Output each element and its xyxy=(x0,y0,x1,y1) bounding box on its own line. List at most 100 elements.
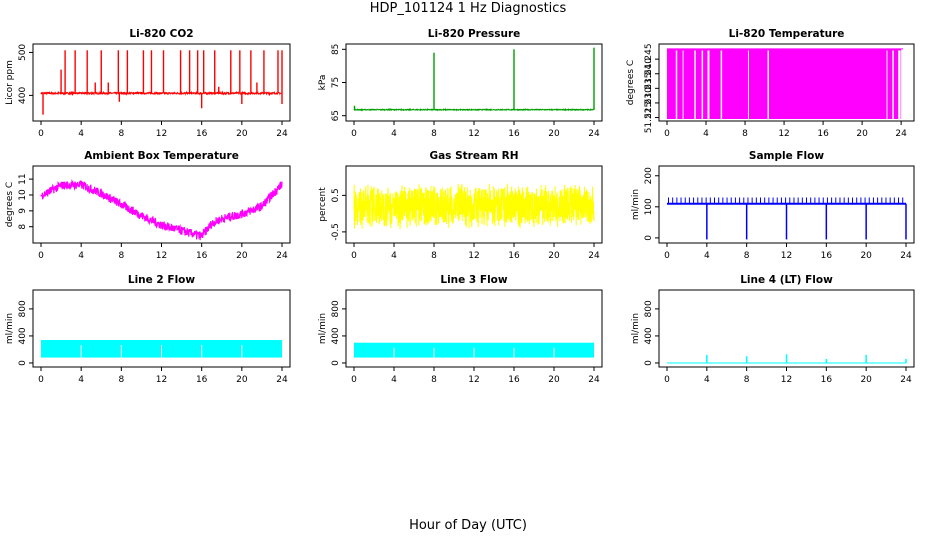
x-tick-label: 8 xyxy=(118,375,124,385)
panel-data xyxy=(41,339,282,358)
x-tick-label: 16 xyxy=(508,251,520,261)
y-tick-label: 65 xyxy=(331,110,341,121)
y-tick-label: 0.5 xyxy=(331,188,341,202)
y-axis-label: ml/min xyxy=(631,189,641,220)
panel-title: Li-820 Pressure xyxy=(428,28,521,40)
series-line xyxy=(353,107,595,112)
x-tick-label: 24 xyxy=(588,375,600,385)
x-tick-label: 4 xyxy=(704,375,710,385)
x-tick-label: 24 xyxy=(900,251,912,261)
panel-data xyxy=(353,183,595,230)
panel-title: Line 2 Flow xyxy=(128,274,195,286)
x-tick-label: 4 xyxy=(391,251,397,261)
x-tick-label: 20 xyxy=(860,375,872,385)
x-tick-label: 12 xyxy=(468,129,479,139)
temperature-gap xyxy=(701,50,704,121)
temperature-gap xyxy=(767,50,769,121)
x-tick-label: 0 xyxy=(351,375,357,385)
y-axis-label: kPa xyxy=(318,75,328,91)
series-line xyxy=(40,90,283,97)
y-tick-label: 800 xyxy=(18,300,28,317)
x-tick-label: 12 xyxy=(468,251,479,261)
panel-title: Gas Stream RH xyxy=(429,150,518,162)
x-tick-label: 20 xyxy=(860,251,872,261)
panel-data xyxy=(667,48,904,121)
x-tick-label: 4 xyxy=(703,129,709,139)
x-tick-label: 16 xyxy=(196,251,208,261)
panel-data xyxy=(353,47,595,112)
x-tick-label: 8 xyxy=(431,251,437,261)
x-tick-label: 8 xyxy=(431,129,437,139)
x-tick-label: 20 xyxy=(548,129,560,139)
panel-1: Li-820 Pressure 0 4 8 12 16 20 24 65 75 85 kPa xyxy=(318,28,603,139)
y-tick-label: 9 xyxy=(18,208,28,214)
x-tick-label: 8 xyxy=(118,129,124,139)
temperature-gap xyxy=(898,50,901,121)
x-tick-label: 4 xyxy=(391,375,397,385)
panel-title: Line 3 Flow xyxy=(440,274,507,286)
x-tick-label: 0 xyxy=(664,129,670,139)
temperature-gap xyxy=(886,50,888,121)
x-tick-label: 12 xyxy=(156,251,167,261)
x-tick-label: 24 xyxy=(900,375,912,385)
x-tick-label: 20 xyxy=(548,375,560,385)
y-tick-label: 400 xyxy=(18,87,28,104)
temperature-gap xyxy=(675,50,678,121)
x-tick-label: 8 xyxy=(744,375,750,385)
temperature-gap xyxy=(694,50,696,121)
y-tick-label: 8 xyxy=(18,224,28,230)
panel-title: Sample Flow xyxy=(749,150,824,162)
x-tick-label: 20 xyxy=(548,251,560,261)
y-tick-label: 75 xyxy=(331,77,341,88)
x-tick-label: 20 xyxy=(236,251,248,261)
x-tick-label: 0 xyxy=(38,129,44,139)
panel-data xyxy=(667,354,907,364)
y-tick-label: 400 xyxy=(331,327,341,344)
x-tick-label: 0 xyxy=(664,251,670,261)
panel-data xyxy=(667,197,907,240)
y-tick-label: 0 xyxy=(18,360,28,366)
x-tick-label: 20 xyxy=(236,129,248,139)
x-tick-label: 0 xyxy=(351,129,357,139)
x-tick-label: 24 xyxy=(276,251,288,261)
y-tick-label: 51.230 xyxy=(644,87,654,119)
panel-title: Ambient Box Temperature xyxy=(84,150,239,162)
x-tick-label: 0 xyxy=(38,251,44,261)
x-tick-label: 16 xyxy=(508,129,520,139)
x-tick-label: 24 xyxy=(276,129,288,139)
x-tick-label: 12 xyxy=(468,375,479,385)
x-tick-label: 16 xyxy=(196,129,208,139)
y-tick-label: 10 xyxy=(18,189,28,201)
figure-x-axis-label: Hour of Day (UTC) xyxy=(409,518,527,533)
x-tick-label: 16 xyxy=(196,375,208,385)
y-tick-label: 800 xyxy=(644,300,654,317)
panel-data xyxy=(40,179,283,241)
temperature-gap xyxy=(720,50,723,121)
temperature-gap xyxy=(707,50,710,121)
x-tick-label: 24 xyxy=(895,129,907,139)
x-tick-label: 8 xyxy=(742,129,748,139)
y-tick-label: 51.245 xyxy=(644,43,654,75)
x-tick-label: 4 xyxy=(78,129,84,139)
panel-3: Ambient Box Temperature 0 4 8 12 16 20 24 8 9 10 11… xyxy=(5,150,291,261)
x-tick-label: 0 xyxy=(38,375,44,385)
y-axis-label: ml/min xyxy=(318,313,328,344)
series-line xyxy=(40,179,283,241)
y-axis-label: ml/min xyxy=(5,313,15,344)
y-axis-label: Licor ppm xyxy=(5,60,15,105)
x-tick-label: 12 xyxy=(156,375,167,385)
x-tick-label: 8 xyxy=(118,251,124,261)
y-tick-label: 800 xyxy=(331,300,341,317)
figure-title: HDP_101124 1 Hz Diagnostics xyxy=(369,1,567,16)
y-tick-label: 51.240 xyxy=(644,58,654,90)
y-tick-label: 500 xyxy=(18,44,28,61)
x-tick-label: 4 xyxy=(78,375,84,385)
x-tick-label: 12 xyxy=(781,375,792,385)
temperature-gap xyxy=(747,50,749,121)
x-tick-label: 16 xyxy=(821,375,833,385)
